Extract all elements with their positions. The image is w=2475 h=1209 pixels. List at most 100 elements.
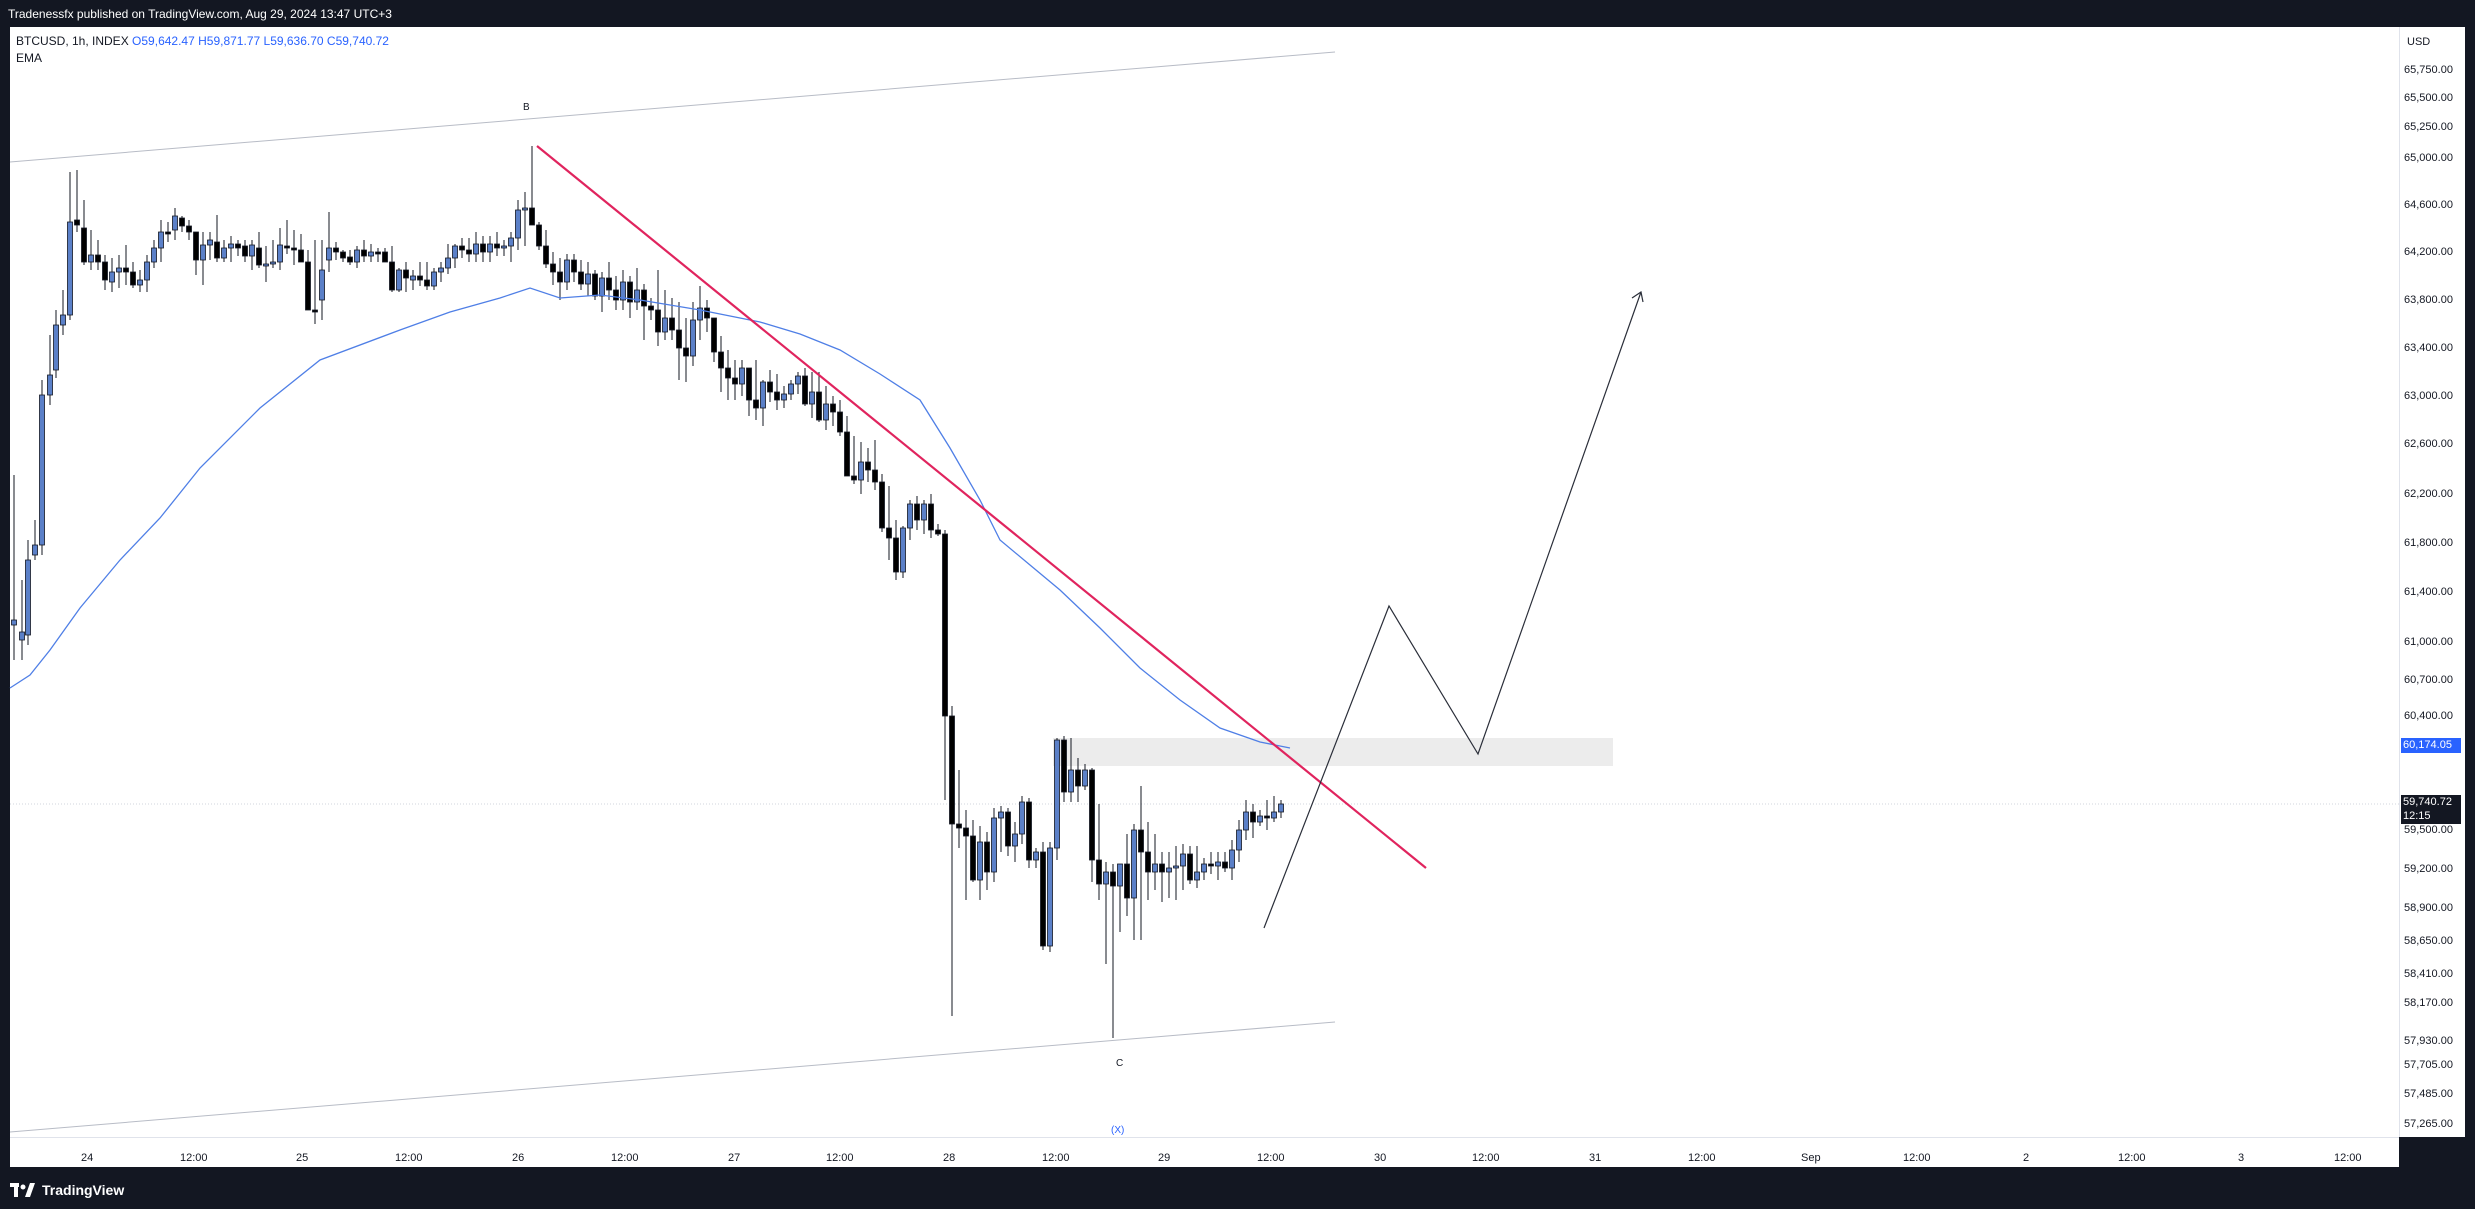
price-scale[interactable] bbox=[2399, 27, 2465, 1137]
price-tick: 57,485.00 bbox=[2404, 1088, 2453, 1100]
time-tick: 29 bbox=[1158, 1152, 1171, 1164]
publish-info: Tradenessfx published on TradingView.com… bbox=[8, 7, 392, 21]
wave-label-b[interactable]: B bbox=[523, 102, 530, 113]
wave-label-x[interactable]: (X) bbox=[1111, 1125, 1125, 1136]
bullish-candle bbox=[1019, 801, 1025, 835]
bearish-candle bbox=[753, 399, 759, 409]
bearish-candle bbox=[774, 391, 780, 401]
time-tick: 12:00 bbox=[1257, 1152, 1285, 1164]
bearish-candle bbox=[648, 305, 654, 311]
bullish-candle bbox=[1054, 739, 1060, 849]
currency-label[interactable]: USD bbox=[2407, 36, 2431, 48]
bullish-candle bbox=[585, 273, 591, 285]
bearish-candle bbox=[284, 245, 290, 249]
time-tick: Sep bbox=[1801, 1152, 1821, 1164]
bullish-candle bbox=[137, 279, 143, 286]
bullish-candle bbox=[116, 267, 122, 273]
bearish-candle bbox=[830, 403, 836, 413]
projection-arrowhead bbox=[1631, 291, 1644, 303]
chart-pane[interactable] bbox=[10, 27, 2399, 1137]
bearish-candle bbox=[459, 245, 465, 251]
price-tick: 58,170.00 bbox=[2404, 997, 2453, 1009]
tradingview-logo[interactable]: TradingView bbox=[10, 1182, 124, 1198]
price-tick: 59,500.00 bbox=[2404, 824, 2453, 836]
bearish-candle bbox=[424, 279, 430, 287]
bullish-candle bbox=[1243, 811, 1249, 831]
bullish-candle bbox=[431, 271, 437, 287]
bearish-candle bbox=[837, 411, 843, 433]
bearish-candle bbox=[872, 469, 878, 483]
bearish-candle bbox=[956, 823, 962, 829]
bullish-candle bbox=[1215, 861, 1221, 867]
price-tick: 64,200.00 bbox=[2404, 246, 2453, 258]
bullish-candle bbox=[354, 249, 360, 263]
bearish-candle bbox=[1040, 851, 1046, 947]
price-tick: 59,200.00 bbox=[2404, 863, 2453, 875]
bullish-candle bbox=[172, 215, 178, 231]
price-tick: 60,700.00 bbox=[2404, 674, 2453, 686]
bullish-candle bbox=[739, 367, 745, 385]
low-value: L59,636.70 bbox=[263, 34, 324, 48]
bearish-candle bbox=[1026, 801, 1032, 861]
time-tick: 12:00 bbox=[1042, 1152, 1070, 1164]
bullish-candle bbox=[522, 207, 528, 211]
bullish-candle bbox=[11, 619, 17, 626]
bearish-candle bbox=[543, 245, 549, 265]
bearish-candle bbox=[291, 247, 297, 251]
last-price-label: 59,740.72 bbox=[2401, 795, 2461, 810]
bullish-candle bbox=[263, 263, 269, 267]
ema-indicator-label[interactable]: EMA bbox=[16, 51, 43, 65]
bearish-candle bbox=[179, 217, 185, 227]
bearish-candle bbox=[914, 503, 920, 521]
bullish-candle bbox=[39, 394, 45, 546]
bearish-candle bbox=[186, 225, 192, 233]
bullish-candle bbox=[158, 231, 164, 249]
bearish-candle bbox=[1061, 739, 1067, 793]
price-tick: 62,200.00 bbox=[2404, 488, 2453, 500]
price-tick: 61,800.00 bbox=[2404, 537, 2453, 549]
bearish-candle bbox=[1005, 811, 1011, 847]
time-tick: 27 bbox=[728, 1152, 741, 1164]
bullish-candle bbox=[1117, 863, 1123, 887]
descending-trendline bbox=[536, 145, 1427, 869]
bearish-candle bbox=[389, 261, 395, 291]
projection-path bbox=[1263, 291, 1642, 929]
bearish-candle bbox=[214, 241, 220, 259]
symbol-label[interactable]: BTCUSD, 1h, INDEX bbox=[16, 34, 129, 48]
bearish-candle bbox=[242, 245, 248, 257]
bullish-candle bbox=[809, 391, 815, 405]
time-scale[interactable] bbox=[10, 1137, 2399, 1167]
bullish-candle bbox=[690, 319, 696, 357]
high-value: H59,871.77 bbox=[198, 34, 261, 48]
price-tick: 65,250.00 bbox=[2404, 121, 2453, 133]
bearish-candle bbox=[466, 249, 472, 255]
bullish-candle bbox=[788, 383, 794, 395]
bearish-candle bbox=[340, 251, 346, 259]
bullish-candle bbox=[438, 267, 444, 273]
bullish-candle bbox=[1201, 863, 1207, 873]
bullish-candle bbox=[25, 559, 31, 636]
bearish-candle bbox=[725, 367, 731, 379]
bearish-candle bbox=[130, 271, 136, 286]
bearish-candle bbox=[571, 259, 577, 273]
bullish-candle bbox=[473, 243, 479, 255]
bullish-candle bbox=[109, 271, 115, 283]
time-tick: 12:00 bbox=[2334, 1152, 2362, 1164]
bullish-candle bbox=[1131, 829, 1137, 899]
bearish-candle bbox=[81, 227, 87, 263]
bearish-candle bbox=[333, 247, 339, 253]
bullish-candle bbox=[1173, 865, 1179, 869]
bearish-candle bbox=[935, 529, 941, 535]
wave-label-c[interactable]: C bbox=[1116, 1058, 1124, 1069]
bearish-candle bbox=[844, 431, 850, 477]
bullish-candle bbox=[760, 381, 766, 409]
bullish-candle bbox=[858, 461, 864, 481]
bearish-candle bbox=[403, 269, 409, 279]
time-tick: 30 bbox=[1374, 1152, 1387, 1164]
bullish-candle bbox=[452, 245, 458, 259]
bearish-candle bbox=[963, 827, 969, 837]
bullish-candle bbox=[508, 237, 514, 247]
bearish-candle bbox=[928, 503, 934, 531]
bullish-candle bbox=[270, 261, 276, 265]
